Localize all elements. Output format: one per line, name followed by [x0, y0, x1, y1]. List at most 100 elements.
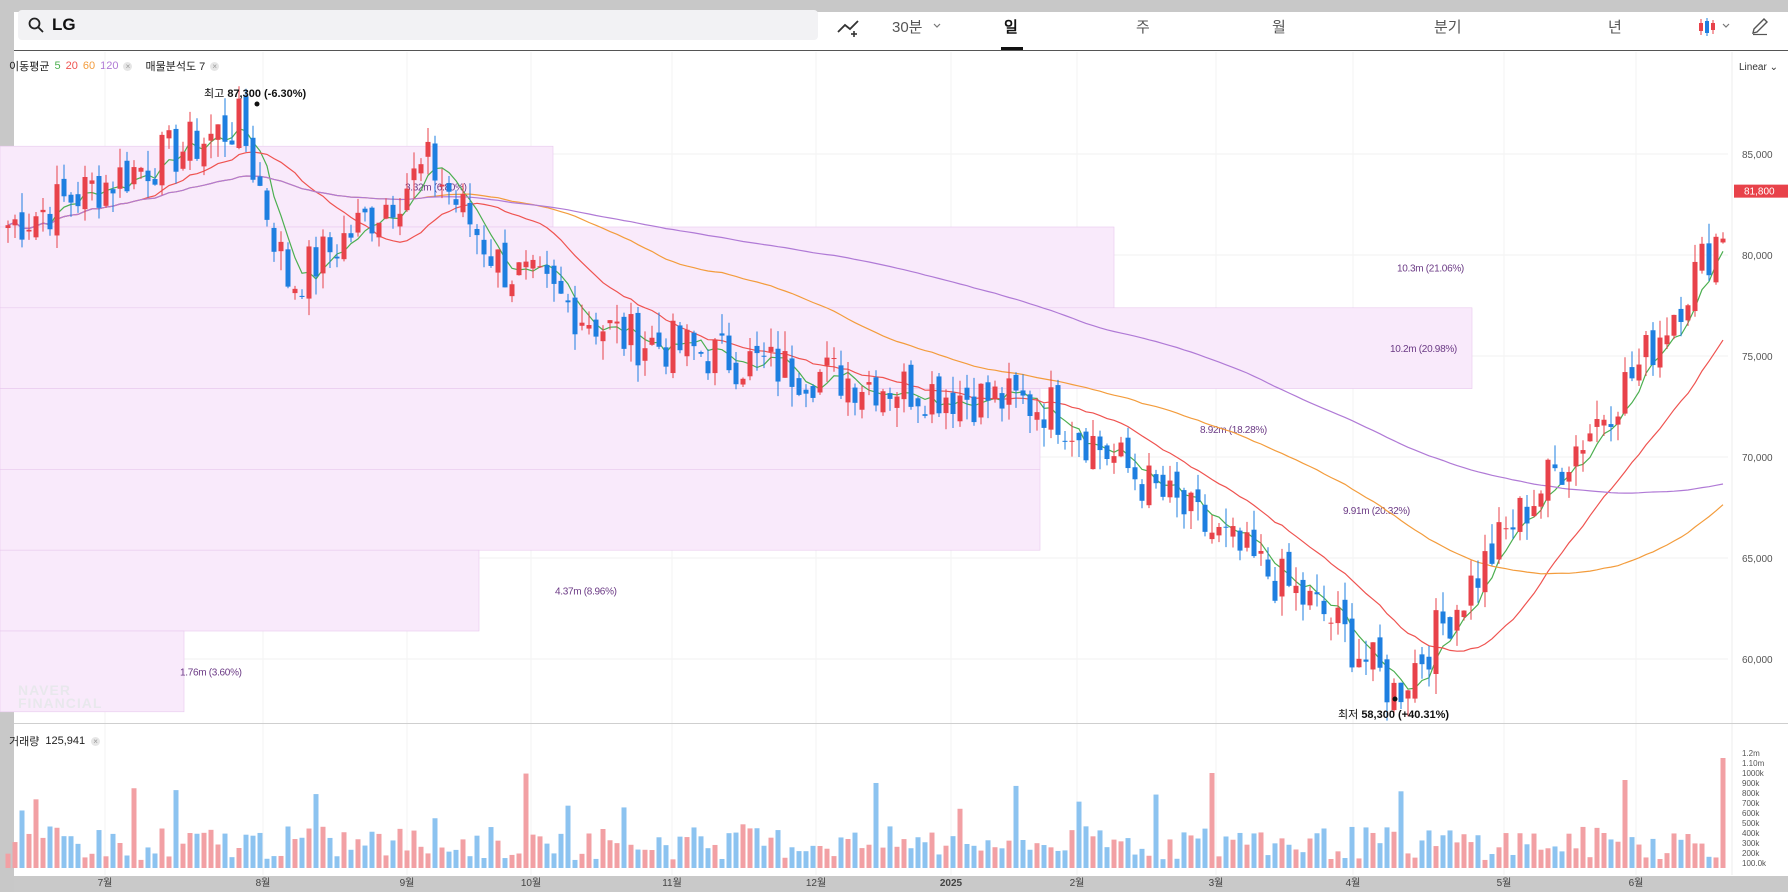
- volume-bar: [705, 848, 711, 868]
- volume-bar: [173, 790, 179, 868]
- candle-body: [481, 239, 487, 255]
- volume-bar: [1720, 758, 1726, 868]
- volume-bar: [1664, 853, 1670, 868]
- volume-bar: [194, 833, 200, 868]
- tab-month[interactable]: 월: [1272, 19, 1286, 36]
- candle-body: [621, 316, 627, 349]
- candle-body: [1489, 543, 1495, 564]
- volume-bar: [418, 846, 424, 868]
- volume-tick-label: 100.0k: [1742, 859, 1767, 868]
- volume-bar: [964, 844, 970, 868]
- volume-bar: [82, 857, 88, 868]
- candlestick-icon[interactable]: [1696, 16, 1720, 38]
- candle-body: [446, 183, 452, 192]
- candle-body: [1356, 658, 1362, 668]
- tab-week[interactable]: 주: [1136, 19, 1150, 36]
- close-icon[interactable]: ×: [91, 736, 101, 746]
- candle-body: [1335, 607, 1341, 624]
- candle-body: [348, 233, 354, 238]
- volume-bar: [1363, 827, 1369, 868]
- candle-body: [250, 137, 256, 180]
- candle-body: [894, 396, 900, 408]
- volume-bar: [726, 833, 732, 868]
- candle-body: [782, 351, 788, 378]
- trend-add-icon[interactable]: [836, 16, 862, 38]
- volume-bar: [1615, 841, 1621, 868]
- candle-body: [817, 371, 823, 393]
- volume-tick-label: 1000k: [1742, 769, 1765, 778]
- candle-body: [1265, 559, 1271, 577]
- volume-profile-label: 10.3m (21.06%): [1397, 263, 1464, 274]
- watermark-line-2: FINANCIAL: [18, 695, 103, 711]
- candle-body: [1629, 367, 1635, 379]
- tab-year[interactable]: 년: [1608, 19, 1622, 36]
- candle-body: [12, 219, 18, 226]
- volume-bar: [1601, 833, 1607, 868]
- search-bar[interactable]: LG: [18, 10, 818, 40]
- interval-select[interactable]: 30분: [892, 19, 923, 36]
- volume-profile-label: 8.92m (18.28%): [1200, 425, 1267, 436]
- candle-body: [537, 266, 543, 268]
- pencil-icon[interactable]: [1750, 16, 1770, 36]
- candle-body: [1720, 238, 1726, 243]
- candle-body: [1475, 578, 1481, 588]
- candle-body: [1412, 663, 1418, 699]
- candle-body: [1566, 472, 1572, 482]
- close-icon[interactable]: ×: [210, 61, 220, 71]
- volume-bar: [1636, 844, 1642, 868]
- volume-bar: [733, 832, 739, 868]
- candle-body: [1601, 419, 1607, 426]
- candle-body: [495, 249, 501, 273]
- candle-body: [1216, 526, 1222, 536]
- volume-bar: [208, 829, 214, 868]
- volume-bar: [950, 836, 956, 868]
- scale-mode-label[interactable]: Linear: [1739, 62, 1767, 73]
- volume-bar: [383, 855, 389, 868]
- volume-bar: [1587, 857, 1593, 868]
- volume-bar: [54, 827, 60, 868]
- candle-body: [1090, 435, 1096, 470]
- volume-bar: [768, 837, 774, 868]
- volume-bar: [1062, 850, 1068, 868]
- volume-bar: [1034, 843, 1040, 868]
- candle-body: [271, 227, 277, 252]
- candle-body: [383, 204, 389, 219]
- volume-bar: [201, 832, 207, 868]
- volume-bar: [684, 837, 690, 868]
- candle-body: [1391, 682, 1397, 711]
- volume-profile-band: [0, 469, 1041, 551]
- candle-body: [26, 229, 32, 232]
- candle-body: [551, 265, 557, 284]
- candle-body: [1188, 492, 1194, 512]
- candle-body: [1573, 446, 1579, 467]
- scale-mode-select[interactable]: Linear ⌄: [1739, 62, 1778, 73]
- price-tick-label: 80,000: [1742, 251, 1773, 262]
- volume-bar: [432, 818, 438, 868]
- volume-bar: [1167, 839, 1173, 868]
- tab-day[interactable]: 일: [1004, 19, 1018, 36]
- volume-bar: [1440, 835, 1446, 868]
- volume-bar: [894, 846, 900, 868]
- candle-body: [404, 188, 410, 211]
- volume-bar: [1020, 840, 1026, 868]
- close-icon[interactable]: ×: [123, 61, 133, 71]
- high-value: 87,300 (-6.30%): [227, 88, 307, 100]
- tab-quarter[interactable]: 분기: [1434, 19, 1462, 36]
- candle-body: [607, 320, 613, 324]
- chevron-down-icon[interactable]: [933, 23, 941, 29]
- chevron-down-icon[interactable]: [1722, 23, 1730, 29]
- volume-bar: [677, 836, 683, 868]
- volume-bar: [1195, 838, 1201, 868]
- volume-bar: [1090, 836, 1096, 868]
- volume-bar: [362, 845, 368, 868]
- candle-body: [264, 190, 270, 220]
- volume-bar: [565, 805, 571, 868]
- candle-body: [1468, 575, 1474, 606]
- candle-body: [145, 170, 151, 182]
- search-query[interactable]: LG: [52, 15, 76, 34]
- candle-body: [663, 347, 669, 367]
- candle-body: [425, 141, 431, 157]
- volume-bar: [1272, 843, 1278, 868]
- candle-body: [432, 143, 438, 181]
